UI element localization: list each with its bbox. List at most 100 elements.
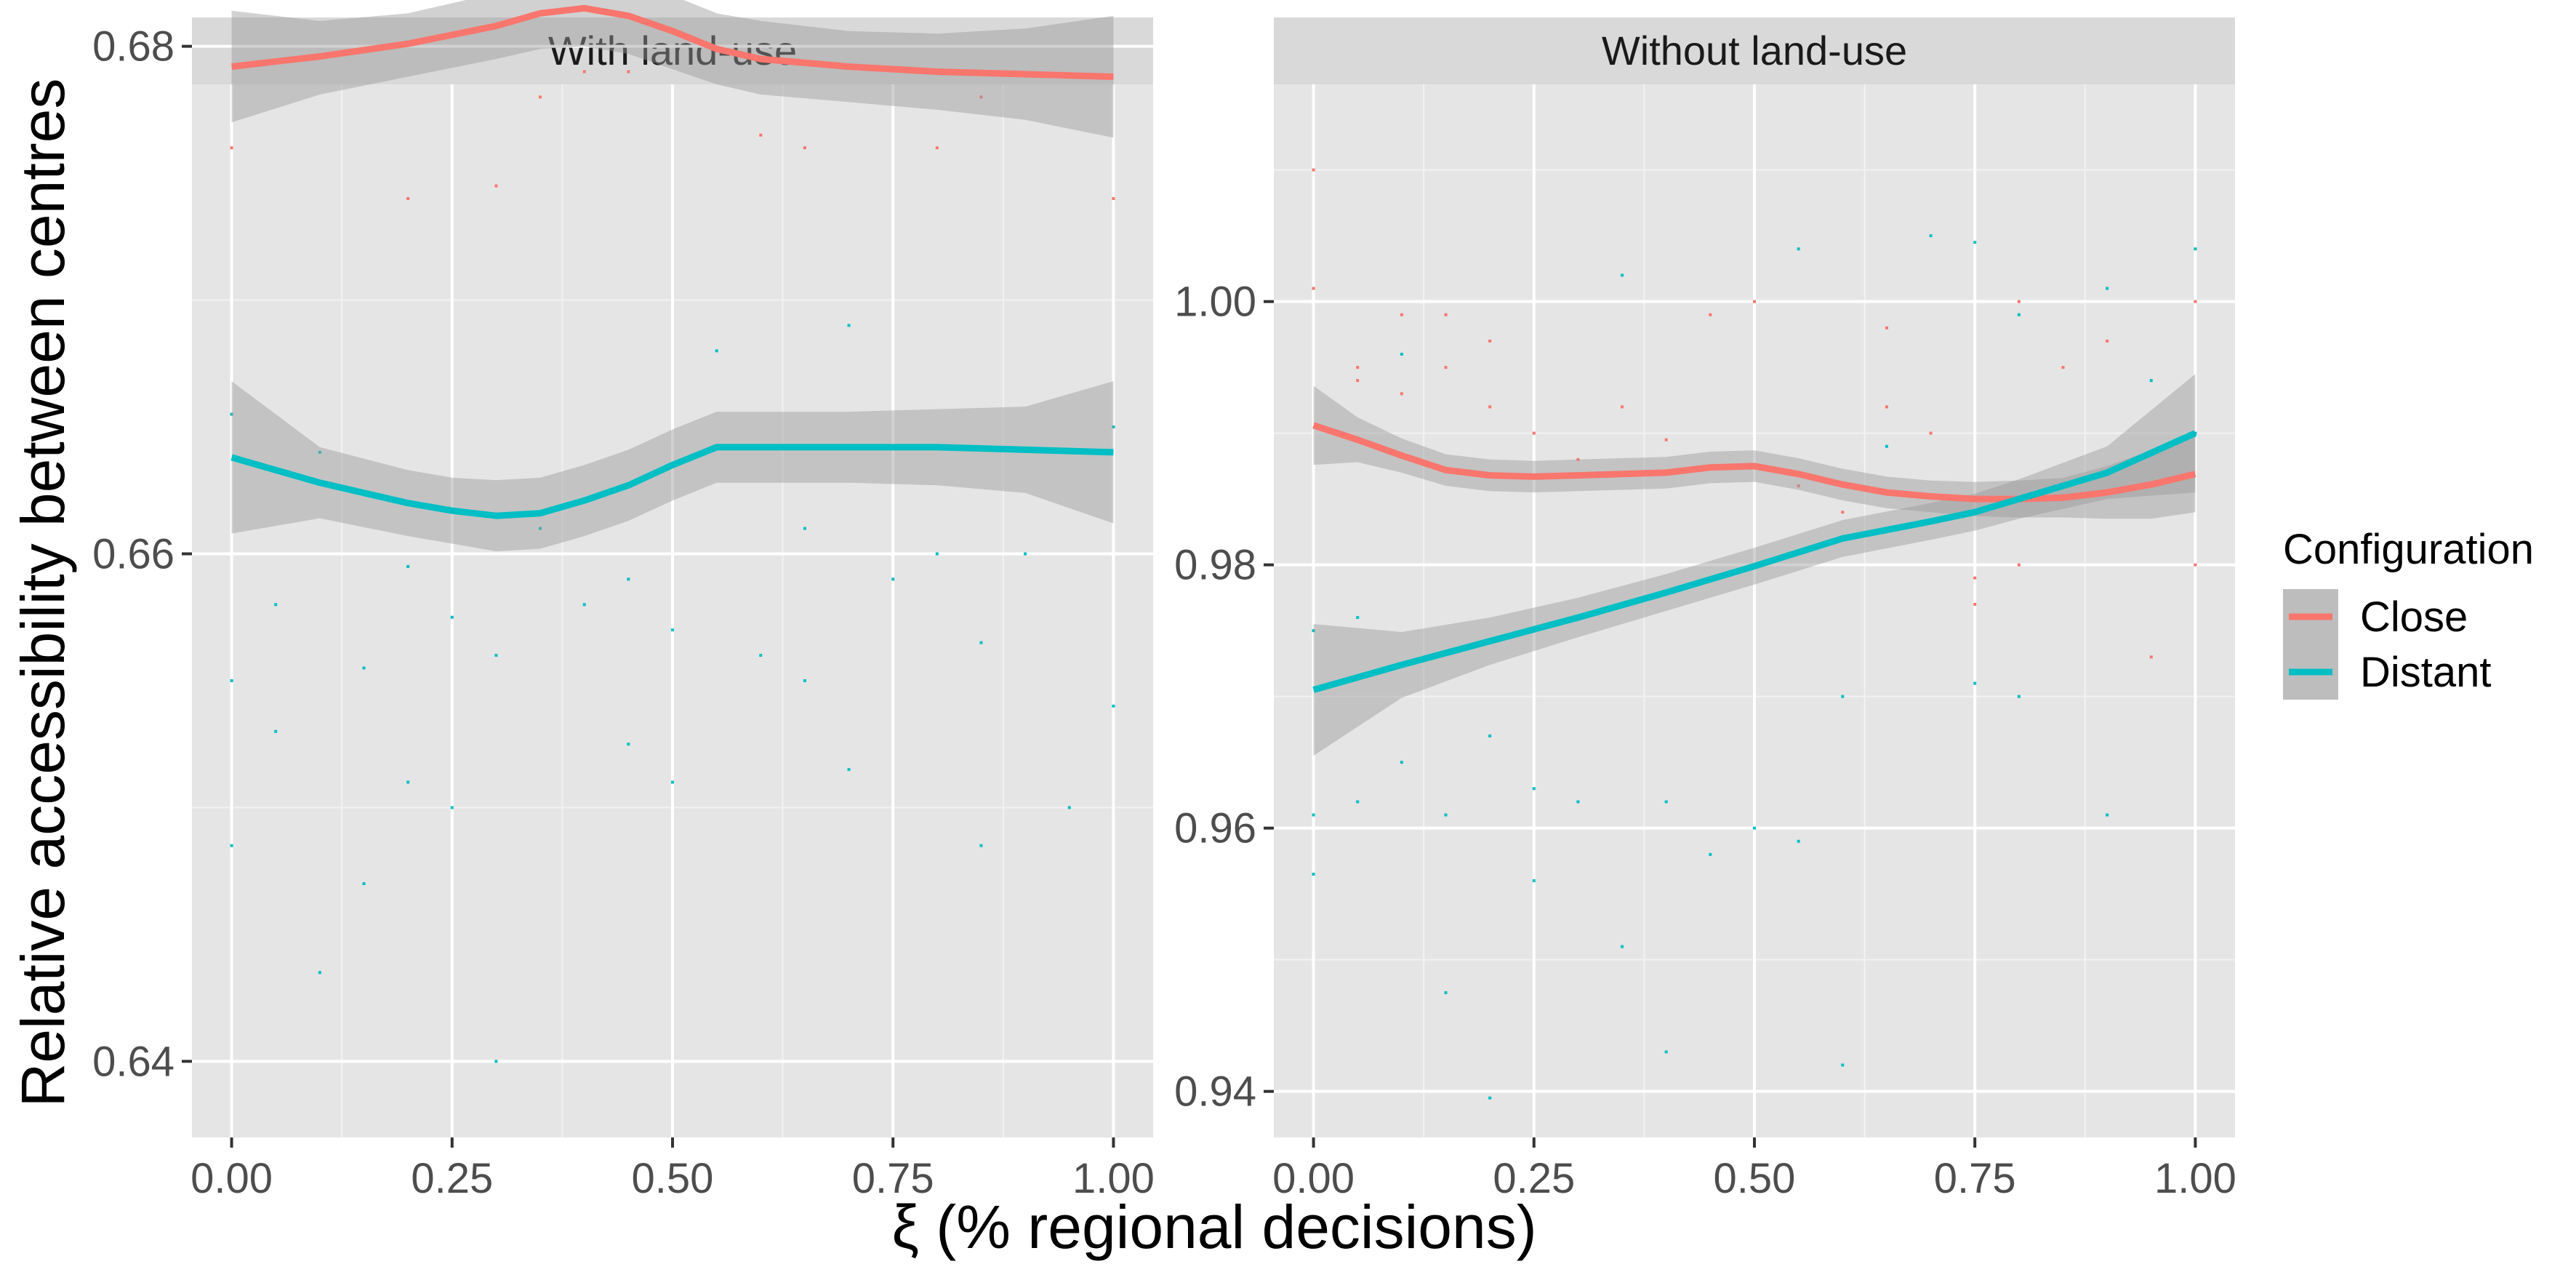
data-point-distant [935, 552, 939, 556]
data-point-distant [230, 844, 233, 847]
data-point-close [1312, 168, 1315, 172]
data-point-distant [1356, 616, 1360, 620]
y-tick-label: 0.94 [1174, 1068, 1256, 1116]
data-point-distant [494, 1060, 498, 1063]
data-point-distant [1532, 787, 1536, 791]
data-point-close [1973, 602, 1977, 606]
data-point-close [1973, 576, 1977, 580]
series-line-close [231, 4, 1114, 80]
data-point-close [1356, 379, 1360, 383]
data-point-distant [1488, 1096, 1492, 1100]
data-point-distant [1709, 852, 1712, 856]
legend: Configuration Close Distant [2283, 526, 2534, 700]
data-point-distant [539, 527, 542, 530]
data-point-close [1356, 366, 1360, 369]
facet-strip-label: Without land-use [1602, 28, 1907, 73]
data-point-distant [1664, 800, 1668, 804]
data-point-distant [1797, 247, 1800, 251]
data-point-close [582, 70, 586, 73]
x-tick-label: 1.00 [1072, 1155, 1155, 1202]
y-tick-label: 0.64 [92, 1038, 174, 1085]
data-point-distant [1312, 813, 1315, 817]
data-point-distant [1024, 552, 1027, 556]
x-tick-label: 0.75 [852, 1155, 934, 1202]
x-tick-label: 0.00 [190, 1155, 273, 1202]
data-point-close [1841, 511, 1845, 514]
data-point-distant [2106, 287, 2109, 290]
facet-strip-label: With land-use [548, 28, 797, 73]
series-line-distant [230, 444, 1114, 519]
data-point-close [979, 95, 983, 99]
x-tick-label: 0.75 [1934, 1155, 2016, 1202]
data-point-distant [1488, 734, 1492, 737]
y-tick-label: 0.68 [92, 23, 174, 71]
data-point-close [1532, 431, 1536, 435]
data-point-distant [1885, 444, 1888, 448]
data-point-distant [847, 324, 851, 327]
data-point-close [803, 146, 806, 150]
data-point-distant [1400, 761, 1403, 764]
data-point-distant [1400, 353, 1403, 356]
data-point-close [1576, 457, 1580, 461]
data-point-distant [1112, 425, 1115, 429]
data-point-distant [1753, 826, 1756, 830]
data-point-distant [1312, 629, 1315, 633]
data-point-close [1664, 438, 1668, 441]
series-line-close [1312, 422, 2196, 503]
series-line-distant [1312, 430, 2197, 693]
x-tick-label: 0.00 [1272, 1155, 1355, 1202]
data-point-close [1400, 392, 1403, 396]
data-point-distant [406, 564, 410, 568]
data-point-close [1797, 484, 1800, 488]
data-point-close [2149, 655, 2153, 659]
data-point-close [1444, 366, 1448, 369]
data-point-close [2194, 300, 2197, 303]
data-point-distant [230, 679, 233, 682]
data-point-distant [274, 603, 278, 607]
data-point-distant [318, 971, 321, 975]
data-point-distant [979, 641, 983, 644]
y-tick-label: 1.00 [1174, 279, 1256, 326]
data-point-distant [715, 349, 718, 353]
data-point-distant [406, 780, 410, 784]
data-point-close [1885, 405, 1888, 409]
data-point-distant [1067, 806, 1071, 809]
data-point-distant [2194, 247, 2197, 251]
data-point-close [1488, 339, 1492, 343]
data-point-close [627, 70, 630, 73]
legend-label-close: Close [2360, 593, 2468, 641]
data-point-close [2017, 300, 2021, 303]
data-point-close [1112, 197, 1115, 201]
data-point-distant [671, 780, 674, 784]
data-point-distant [2106, 813, 2109, 817]
data-point-distant [1444, 991, 1448, 994]
y-tick-label: 0.96 [1174, 805, 1256, 852]
data-point-close [1400, 313, 1403, 316]
data-point-close [1709, 313, 1712, 316]
data-point-distant [274, 729, 278, 733]
data-point-close [406, 197, 410, 201]
data-point-close [2017, 563, 2021, 567]
panel-with-land-use: With land-use 0.00 0.25 0.50 0.75 1.00 0.64 0.6… [92, 0, 1155, 1202]
data-point-close [539, 95, 542, 99]
data-point-distant [2017, 695, 2021, 698]
data-point-distant [803, 527, 806, 530]
y-tick-label: 0.66 [92, 530, 174, 577]
data-point-distant [847, 768, 851, 772]
data-point-close [1621, 405, 1624, 409]
data-point-distant [1532, 879, 1536, 883]
data-point-distant [891, 577, 895, 581]
data-point-distant [1664, 1050, 1668, 1054]
data-point-close [1885, 326, 1888, 329]
data-point-distant [2017, 313, 2021, 316]
data-point-distant [627, 743, 630, 746]
data-point-distant [362, 666, 366, 670]
x-axis-title: ξ (% regional decisions) [891, 1193, 1536, 1261]
legend-label-distant: Distant [2360, 649, 2492, 696]
data-point-distant [1973, 241, 1977, 244]
data-point-distant [671, 628, 674, 632]
data-point-close [230, 146, 233, 150]
data-point-close [1488, 405, 1492, 409]
data-point-distant [1576, 800, 1580, 804]
legend-title: Configuration [2283, 526, 2534, 573]
